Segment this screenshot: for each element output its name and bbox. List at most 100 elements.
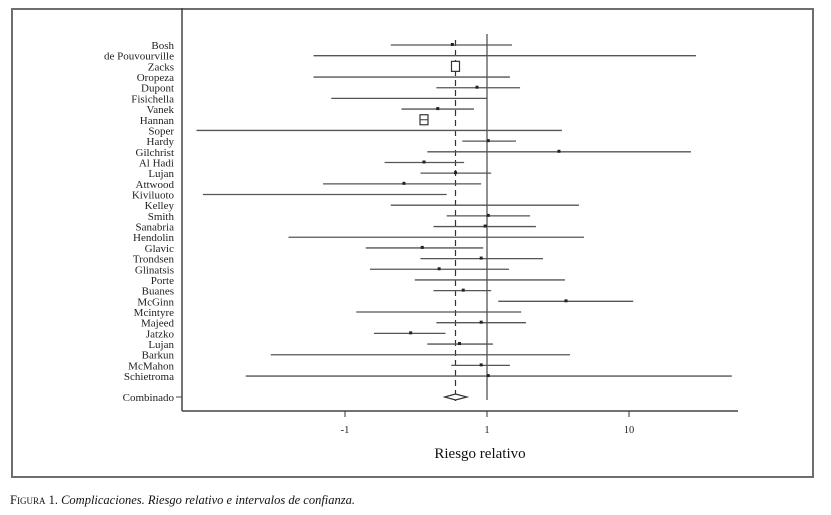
- study-row: Buanes: [142, 286, 492, 298]
- x-tick-label: -1: [341, 425, 350, 436]
- study-label: Schietroma: [124, 371, 174, 383]
- study-row: Hardy: [147, 136, 516, 148]
- caption-prefix: Figura 1.: [10, 493, 58, 507]
- study-label: Hendolin: [133, 232, 174, 244]
- study-label: de Pouvourville: [104, 51, 174, 63]
- point-estimate: [437, 267, 441, 271]
- study-row: Majeed: [141, 318, 526, 330]
- study-label: Mcintyre: [134, 307, 174, 319]
- axes: [181, 8, 738, 412]
- study-row: Hendolin: [133, 232, 584, 244]
- point-estimate: [402, 181, 406, 185]
- study-label: Zacks: [148, 61, 174, 73]
- caption-text: Complicaciones. Riesgo relativo e interv…: [61, 493, 356, 507]
- combined-label: Combinado: [123, 392, 175, 404]
- study-label: Glinatsis: [135, 264, 174, 276]
- study-label: Porte: [151, 275, 174, 287]
- point-estimate: [436, 107, 440, 111]
- point-estimate: [461, 288, 465, 292]
- study-label: Oropeza: [137, 72, 174, 84]
- point-estimate: [479, 320, 483, 324]
- point-estimate: [457, 342, 461, 346]
- study-row: McMahon: [128, 360, 510, 372]
- study-label: Dupont: [141, 83, 174, 95]
- point-estimate: [422, 160, 426, 164]
- study-row: Dupont: [141, 83, 521, 95]
- study-row: de Pouvourville: [104, 51, 696, 63]
- weight-box: [450, 60, 461, 72]
- study-row: Vanek: [147, 104, 475, 116]
- x-axis-label: Riesgo relativo: [434, 446, 525, 462]
- study-row: Glinatsis: [135, 264, 510, 276]
- study-label: Lujan: [148, 168, 174, 180]
- study-label: Jatzko: [146, 328, 175, 340]
- point-estimate: [557, 149, 561, 153]
- point-estimate: [420, 245, 424, 249]
- study-label: Buanes: [142, 286, 174, 298]
- study-row: Schietroma: [124, 371, 732, 383]
- point-estimate: [450, 43, 454, 46]
- study-label: Glavic: [145, 243, 174, 255]
- point-estimate: [483, 224, 487, 228]
- study-row: Zacks: [148, 60, 461, 73]
- study-row: Trondsen: [133, 254, 544, 266]
- study-row: Bosh: [151, 40, 513, 52]
- point-estimate: [564, 299, 568, 303]
- figure-frame: [11, 8, 814, 478]
- study-row: Lujan: [148, 168, 492, 180]
- point-estimate: [409, 331, 413, 335]
- study-row: Al Hadi: [139, 157, 465, 169]
- study-row: Hannan: [140, 114, 429, 127]
- point-estimate: [479, 256, 483, 260]
- study-label: Majeed: [141, 318, 174, 330]
- study-label: McMahon: [128, 360, 174, 372]
- study-label: Al Hadi: [139, 157, 174, 169]
- study-row: Kiviluoto: [132, 190, 447, 202]
- study-row: Fisichella: [131, 93, 487, 105]
- combined-diamond: [442, 393, 470, 401]
- figure-caption: Figura 1. Complicaciones. Riesgo relativ…: [10, 493, 355, 508]
- combined-row: Combinado: [123, 392, 470, 404]
- point-estimate: [486, 213, 490, 217]
- study-label: Soper: [148, 125, 174, 137]
- study-label: Sanabria: [136, 222, 175, 234]
- study-label: Barkun: [142, 350, 175, 362]
- study-row: Gilchrist: [136, 147, 691, 159]
- study-label: Lujan: [148, 339, 174, 351]
- study-row: Attwood: [136, 179, 482, 191]
- point-estimate: [486, 139, 490, 143]
- study-row: Porte: [151, 275, 565, 287]
- x-ticks: -1 1 10: [341, 411, 635, 436]
- study-label: Hardy: [147, 136, 175, 148]
- study-label: Gilchrist: [136, 147, 175, 159]
- study-label: Hannan: [140, 115, 175, 127]
- study-row: Lujan: [148, 339, 493, 351]
- study-row: Barkun: [142, 350, 570, 362]
- study-row: Jatzko: [146, 328, 446, 340]
- point-estimate: [453, 171, 457, 175]
- point-estimate: [479, 363, 483, 367]
- study-row: Glavic: [145, 243, 484, 255]
- study-label: Bosh: [151, 40, 174, 52]
- study-row: Mcintyre: [134, 307, 522, 319]
- study-label: Vanek: [147, 104, 175, 116]
- study-row: Smith: [148, 211, 531, 223]
- x-tick-label: 10: [624, 425, 635, 436]
- study-label: Attwood: [136, 179, 175, 191]
- study-label: Smith: [148, 211, 175, 223]
- study-row: Oropeza: [137, 72, 510, 84]
- point-estimate: [475, 85, 479, 89]
- point-estimate: [486, 374, 490, 378]
- study-label: Kelley: [145, 200, 175, 212]
- study-label: McGinn: [137, 296, 174, 308]
- study-row: McGinn: [137, 296, 634, 308]
- study-row: Soper: [148, 125, 562, 137]
- study-label: Fisichella: [131, 93, 174, 105]
- study-label: Kiviluoto: [132, 190, 175, 202]
- study-row: Sanabria: [136, 222, 536, 234]
- study-row: Kelley: [145, 200, 579, 212]
- study-label: Trondsen: [133, 254, 175, 266]
- x-tick-label: 1: [484, 425, 489, 436]
